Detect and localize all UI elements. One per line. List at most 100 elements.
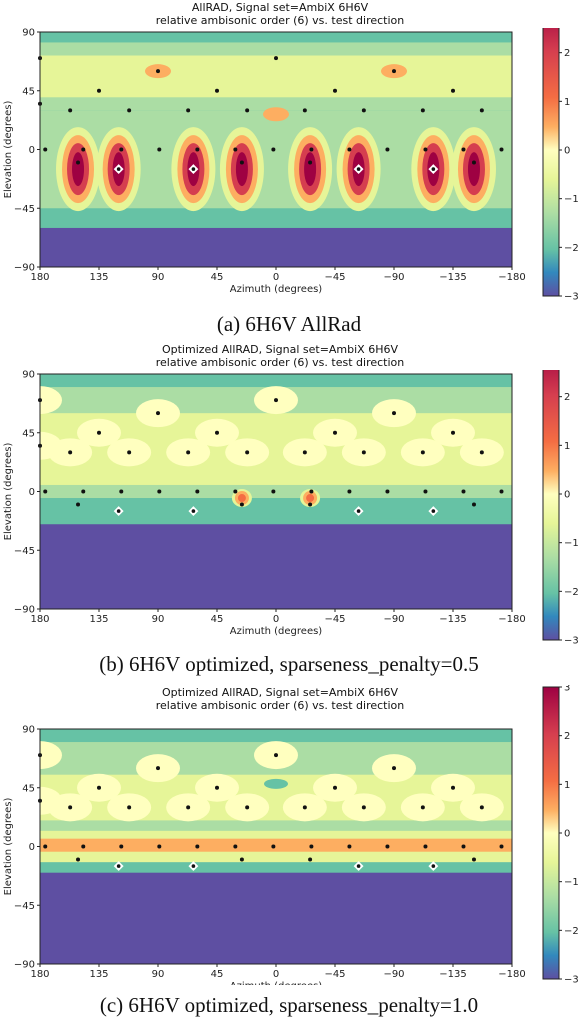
y-axis-label: Elevation (degrees) xyxy=(3,798,14,896)
speaker-marker xyxy=(423,489,428,494)
speaker-marker xyxy=(356,509,361,513)
x-tick-label: 45 xyxy=(211,614,224,625)
x-tick-label: 90 xyxy=(152,272,165,283)
colorbar-tick-label: 1 xyxy=(564,780,570,791)
chart-panel-a: AllRAD, Signal set=AmbiX 6H6V relative a… xyxy=(0,0,578,340)
y-tick-label: 0 xyxy=(29,487,35,498)
hot-spot-peak xyxy=(304,152,317,187)
speaker-marker xyxy=(76,502,81,507)
speaker-marker xyxy=(233,844,238,849)
colorbar-tick-label: 0 xyxy=(564,490,570,501)
speaker-marker xyxy=(308,160,313,165)
hot-spot-core xyxy=(237,494,246,503)
speaker-marker xyxy=(333,785,337,790)
colorbar xyxy=(542,370,560,641)
speaker-marker xyxy=(385,147,390,152)
y-tick-label: 0 xyxy=(29,145,35,156)
band-equator-warm xyxy=(40,838,512,852)
band-floor xyxy=(40,227,512,267)
y-tick-label: −90 xyxy=(14,263,35,274)
chart-c: 180 135 90 45 0 −45 −90 −135 −180 Azimuth (degree… xyxy=(3,685,578,985)
speaker-marker xyxy=(43,844,48,849)
x-tick-label: −90 xyxy=(383,272,404,283)
speaker-marker xyxy=(191,167,196,171)
speaker-marker xyxy=(68,805,73,810)
caption-c: (c) 6H6V optimized, sparseness_penalty=1… xyxy=(99,993,479,1017)
speaker-marker xyxy=(499,489,504,494)
speaker-marker xyxy=(215,785,219,790)
x-tick-label: −180 xyxy=(498,272,525,283)
speaker-marker xyxy=(451,785,455,790)
cream-blob xyxy=(40,386,62,415)
speaker-marker xyxy=(420,108,425,113)
x-tick-label: 135 xyxy=(89,272,108,283)
x-tick-label: 135 xyxy=(89,614,108,625)
speaker-marker xyxy=(68,450,73,455)
speaker-marker xyxy=(471,857,476,862)
speaker-marker xyxy=(308,857,313,862)
speaker-marker xyxy=(385,844,390,849)
speaker-marker xyxy=(274,398,278,403)
speaker-marker xyxy=(385,489,390,494)
speaker-marker xyxy=(97,430,101,435)
hot-spot-peak xyxy=(235,152,248,187)
colorbar-tick-label: 0 xyxy=(564,829,570,840)
chart-title-a-line1: AllRAD, Signal set=AmbiX 6H6V xyxy=(191,1,369,14)
speaker-marker xyxy=(479,805,484,810)
colorbar-tick-label: 1 xyxy=(564,97,570,108)
warm-spot xyxy=(263,107,289,122)
speaker-marker xyxy=(420,450,425,455)
speaker-marker xyxy=(81,844,86,849)
caption-a: (a) 6H6V AllRad xyxy=(216,312,362,336)
speaker-marker xyxy=(119,489,124,494)
speaker-marker xyxy=(309,844,314,849)
colorbar xyxy=(542,28,560,297)
speaker-marker xyxy=(116,864,121,868)
y-tick-label: −45 xyxy=(14,546,35,557)
speaker-marker xyxy=(302,108,307,113)
speaker-marker xyxy=(471,502,476,507)
colorbar-tick-label: −3 xyxy=(564,292,578,303)
y-tick-label: −45 xyxy=(14,204,35,215)
speaker-marker xyxy=(431,167,436,171)
speaker-marker xyxy=(309,489,314,494)
x-tick-label: 0 xyxy=(273,969,279,980)
speaker-marker xyxy=(186,805,191,810)
speaker-marker xyxy=(116,167,121,171)
speaker-marker xyxy=(479,108,484,113)
speaker-marker xyxy=(119,147,124,152)
colorbar-tick-label: 3 xyxy=(564,685,570,694)
speaker-marker xyxy=(76,857,81,862)
speaker-marker xyxy=(127,805,132,810)
speaker-marker xyxy=(333,88,337,93)
speaker-marker xyxy=(423,147,428,152)
y-tick-label: 90 xyxy=(22,370,35,381)
speaker-marker xyxy=(392,766,396,771)
y-tick-label: −90 xyxy=(14,960,35,971)
speaker-marker xyxy=(302,805,307,810)
x-tick-label: −135 xyxy=(439,969,466,980)
x-tick-label: −135 xyxy=(439,614,466,625)
band-upper-light xyxy=(40,55,512,98)
colorbar-tick-label: 2 xyxy=(564,48,570,59)
x-tick-label: 0 xyxy=(273,272,279,283)
speaker-marker xyxy=(274,56,278,61)
speaker-marker xyxy=(361,805,366,810)
x-tick-label: −45 xyxy=(324,969,345,980)
speaker-marker xyxy=(156,69,160,74)
y-tick-label: 45 xyxy=(22,783,35,794)
band-floor xyxy=(40,872,512,964)
heatmap-field xyxy=(40,729,512,964)
x-tick-label: 0 xyxy=(273,614,279,625)
x-tick-label: −45 xyxy=(324,614,345,625)
chart-panel-c: Optimized AllRAD, Signal set=AmbiX 6H6V … xyxy=(0,685,578,1022)
speaker-marker xyxy=(347,147,352,152)
colorbar-tick-label: −2 xyxy=(564,926,578,937)
colorbar-tick-label: 2 xyxy=(564,392,570,403)
speaker-marker xyxy=(333,430,337,435)
speaker-marker xyxy=(195,844,200,849)
x-tick-label: 135 xyxy=(89,969,108,980)
colorbar-tick-label: −1 xyxy=(564,877,578,888)
chart-title-c-line1: Optimized AllRAD, Signal set=AmbiX 6H6V xyxy=(161,686,399,699)
x-tick-label: −180 xyxy=(498,969,525,980)
